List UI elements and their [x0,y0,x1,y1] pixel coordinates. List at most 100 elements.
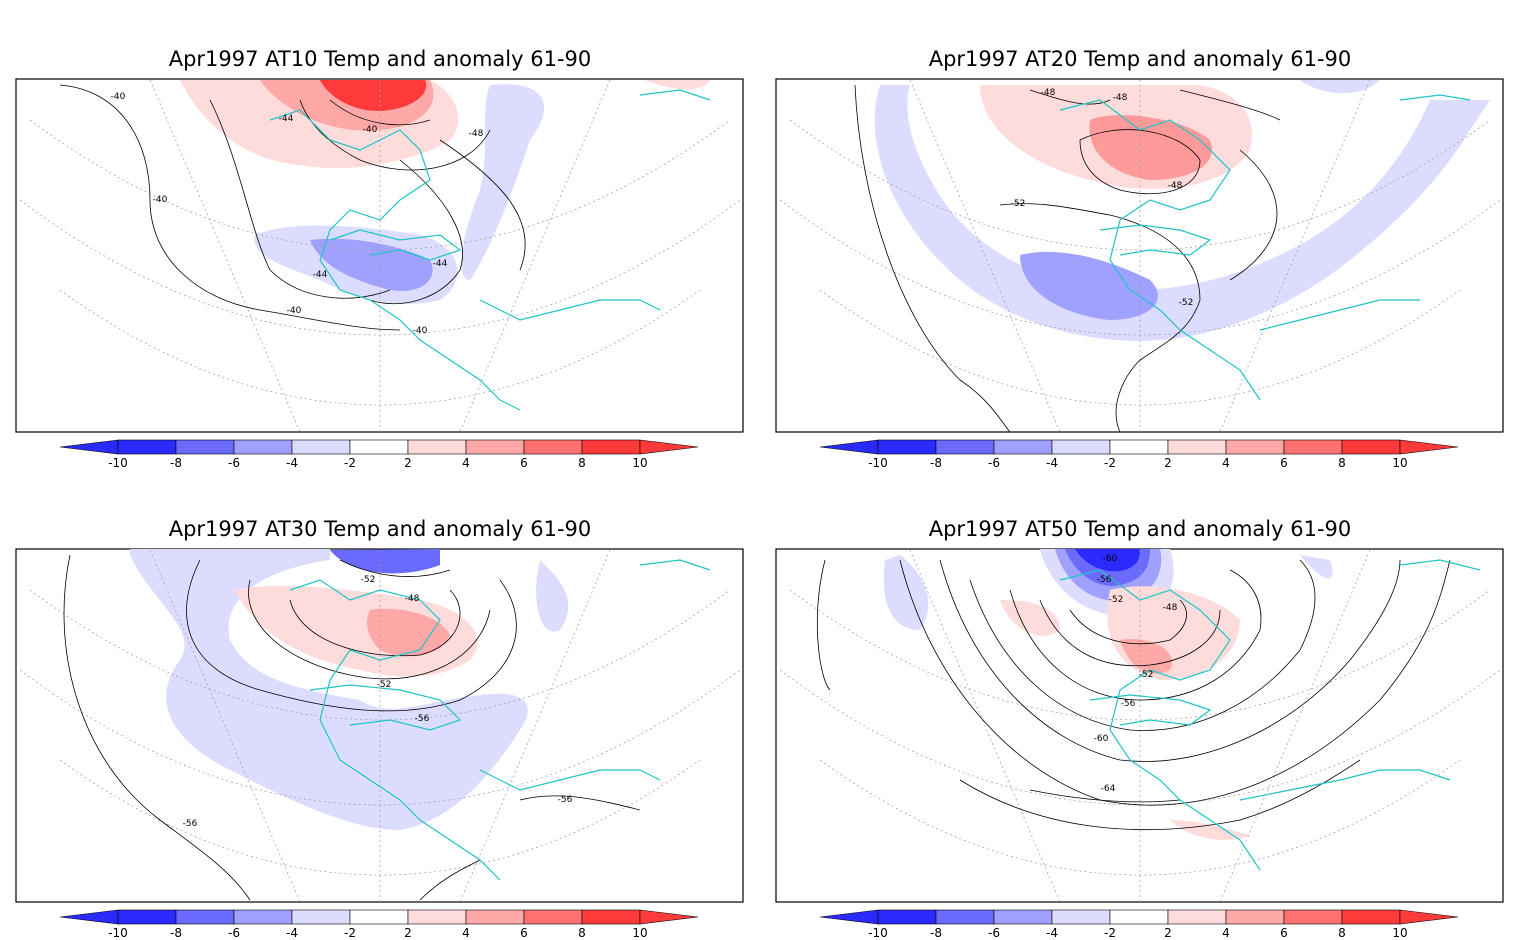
colorbar: -10 -8 -6 -4 -2 2 4 6 8 10 [819,909,1459,940]
colorbar-segment [117,909,177,925]
anomaly-shading [130,549,569,830]
temperature-contours [817,559,1451,831]
contour-label: -52 [361,575,376,585]
colorbar-tick-label: -8 [930,456,942,470]
colorbar-tick-label: 6 [1280,926,1288,940]
colorbar-tick-label: -10 [868,926,888,940]
colorbar-segment [1341,439,1401,455]
colorbar-tick-label: -8 [170,926,182,940]
contour-label: -48 [1041,88,1056,98]
contour-label: -52 [1139,670,1154,680]
coastlines [289,559,711,881]
colorbar-tick-label: -8 [170,456,182,470]
colorbar-segment [935,909,995,925]
panel-title: Apr1997 AT20 Temp and anomaly 61-90 [929,47,1352,71]
panel-at30: Apr1997 AT30 Temp and anomaly 61-90 [15,517,744,903]
colorbar-tick-label: 2 [1164,926,1172,940]
colorbar-segment [1167,909,1227,925]
contour-label: -48 [405,594,420,604]
colorbar-tick-label: 10 [1392,926,1407,940]
contour-label: -48 [469,129,484,139]
colorbar-segment [935,439,995,455]
colorbar-segment [291,909,351,925]
colorbar-segment [1283,909,1343,925]
contour-label: -48 [1113,93,1128,103]
colorbar-tick-label: 6 [520,456,528,470]
contour-label: -56 [1097,575,1112,585]
colorbar-tick-label: -10 [108,926,128,940]
colorbar-segment [581,909,641,925]
contour-label: -56 [558,795,573,805]
contour-label: -52 [1179,298,1194,308]
colorbar-segment [877,909,937,925]
temperature-contours [63,554,641,901]
colorbar-tick-label: 8 [1338,456,1346,470]
colorbar-tick-label: 10 [632,456,647,470]
colorbar-segment [1225,439,1285,455]
colorbar-tick-label: 6 [520,926,528,940]
lat-lon-grid [779,79,1501,433]
contour-label: -52 [377,680,392,690]
colorbar-tick-label: -2 [344,926,356,940]
colorbar-arrow-right [1399,909,1459,925]
colorbar-tick-label: -6 [988,926,1000,940]
contour-label: -44 [313,270,328,280]
contour-label: -48 [1163,603,1178,613]
colorbar-arrow-left [819,439,879,455]
contour-label: -56 [415,714,430,724]
colorbar-arrow-left [59,909,119,925]
panel-at50: Apr1997 AT50 Temp and anomaly 61-90 [775,517,1504,903]
colorbar-tick-label: 8 [578,926,586,940]
colorbar-segment [1109,439,1169,455]
colorbar-tick-label: 10 [632,926,647,940]
colorbar-tick-label: -4 [1046,926,1058,940]
coastlines [269,89,711,411]
colorbar-segment [1283,439,1343,455]
anomaly-shading [180,80,710,304]
colorbar-tick-label: 10 [1392,456,1407,470]
colorbar-tick-label: 4 [1222,926,1230,940]
colorbar-segment [1109,909,1169,925]
panel-title: Apr1997 AT10 Temp and anomaly 61-90 [169,47,592,71]
colorbar-tick-label: 4 [462,456,470,470]
panel-title: Apr1997 AT50 Temp and anomaly 61-90 [929,517,1352,541]
colorbar-segment [523,909,583,925]
colorbar-tick-label: 2 [404,926,412,940]
contour-label: -60 [1094,734,1109,744]
colorbar-segment [1051,439,1111,455]
colorbar-segment [349,439,409,455]
colorbar-tick-label: -10 [868,456,888,470]
colorbar: -10 -8 -6 -4 -2 2 4 6 8 10 [59,909,699,940]
colorbar-tick-label: 2 [404,456,412,470]
colorbar-segment [175,909,235,925]
colorbar: -10 -8 -6 -4 -2 2 4 6 8 10 [819,439,1459,470]
colorbar-segment [1051,909,1111,925]
colorbar-segment [523,439,583,455]
colorbar-segment [1341,909,1401,925]
contour-label: -44 [279,114,294,124]
contour-label: -52 [1011,199,1026,209]
panel-at10: Apr1997 AT10 Temp and anomaly 61-90 [15,47,744,433]
colorbar-segment [407,909,467,925]
colorbar-tick-label: -2 [1104,926,1116,940]
contour-label: -40 [363,125,378,135]
colorbar-tick-label: 6 [1280,456,1288,470]
colorbar-segment [465,909,525,925]
colorbar-segment [1225,909,1285,925]
contour-label: -48 [1168,181,1183,191]
colorbar-tick-label: -6 [228,926,240,940]
contour-label: -52 [1109,595,1124,605]
colorbar-tick-label: -2 [344,456,356,470]
temperature-contours [59,84,526,331]
colorbar-tick-label: -10 [108,456,128,470]
coastlines [1059,94,1471,401]
contour-label: -40 [111,92,126,102]
colorbar-segment [291,439,351,455]
colorbar-segment [1167,439,1227,455]
contour-label: -56 [183,819,198,829]
colorbar-segment [233,909,293,925]
contour-label: -40 [287,306,302,316]
colorbar-arrow-right [639,909,699,925]
contour-label: -40 [153,195,168,205]
